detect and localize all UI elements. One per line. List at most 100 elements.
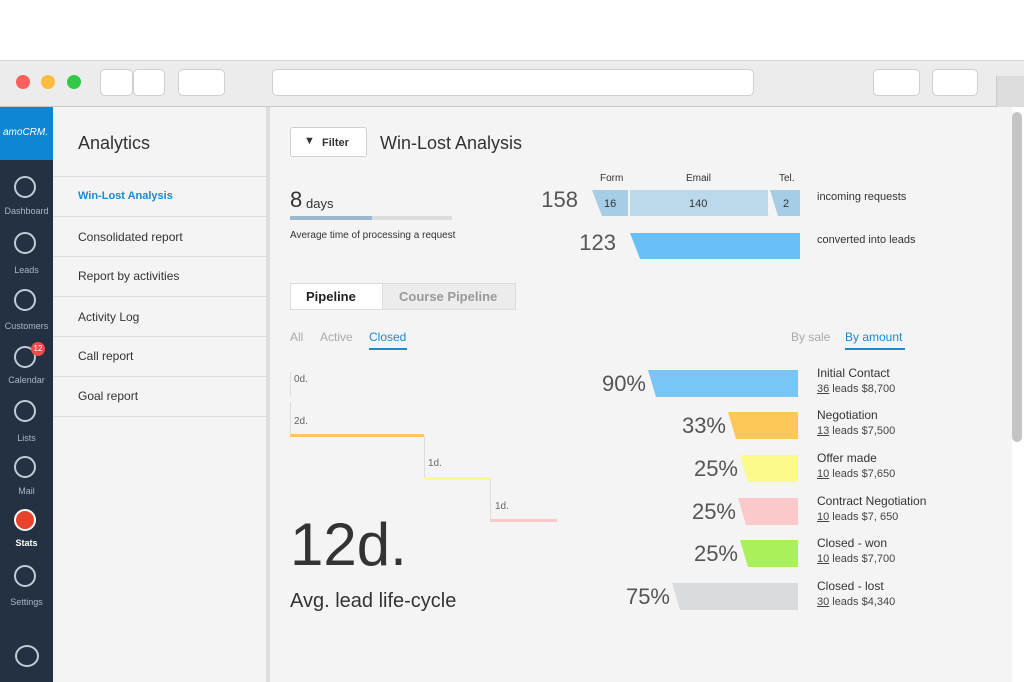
close-button[interactable] xyxy=(16,75,30,89)
stage-leads[interactable]: 13 xyxy=(817,425,830,437)
stage-percent: 25% xyxy=(691,499,736,524)
stage-percent: 25% xyxy=(693,456,738,481)
sort-option[interactable]: By sale xyxy=(791,330,831,344)
stage-name: Contract Negotiation xyxy=(817,494,927,508)
separator xyxy=(53,296,266,297)
nav-icon[interactable] xyxy=(14,289,36,311)
stage-amount: leads $4,340 xyxy=(832,596,896,608)
duration: 1d. xyxy=(495,501,509,512)
stage-detail: 10 leads $7,650 xyxy=(817,469,895,480)
maximize-button[interactable] xyxy=(67,75,81,89)
scrollbar[interactable] xyxy=(1012,112,1022,442)
filter-option[interactable]: Closed xyxy=(369,330,407,344)
minimize-button[interactable] xyxy=(41,75,55,89)
tab-active[interactable] xyxy=(290,283,383,310)
nav-icon[interactable] xyxy=(14,565,36,587)
stage-bar xyxy=(740,540,798,567)
tabs-button[interactable] xyxy=(932,69,978,96)
step-line xyxy=(290,402,291,435)
nav-icon[interactable] xyxy=(14,176,36,198)
stage-leads[interactable]: 36 xyxy=(817,383,830,395)
nav-icon[interactable] xyxy=(14,400,36,422)
lifecycle-label: Avg. lead life-cycle xyxy=(290,590,457,612)
separator xyxy=(53,176,266,177)
converted-bar xyxy=(630,233,800,259)
step-line xyxy=(490,479,491,520)
filter-label[interactable]: Filter xyxy=(322,137,349,149)
filter-underline xyxy=(369,348,407,350)
filter-icon: ▼ xyxy=(304,135,315,147)
stage-amount: leads $7, 650 xyxy=(832,511,899,523)
tab[interactable]: Pipeline xyxy=(306,289,356,304)
stage-name: Closed - lost xyxy=(817,579,884,593)
step-line xyxy=(424,436,425,478)
stage-bar xyxy=(728,412,798,439)
nav-label[interactable]: Mail xyxy=(18,486,35,496)
logo: amoCRM. xyxy=(3,127,49,138)
stage-name: Closed - won xyxy=(817,536,888,550)
stage-amount: leads $7,700 xyxy=(832,553,896,565)
stage-bar xyxy=(738,498,798,525)
back-button[interactable] xyxy=(100,69,133,96)
nav-label[interactable]: Calendar xyxy=(8,375,45,385)
stage-leads[interactable]: 10 xyxy=(817,553,830,565)
stage-leads[interactable]: 10 xyxy=(817,511,830,523)
subnav-item[interactable]: Consolidated report xyxy=(78,230,183,244)
separator xyxy=(53,376,266,377)
stage-detail: 10 leads $7, 650 xyxy=(817,512,898,523)
logo-block[interactable] xyxy=(0,107,53,160)
subnav xyxy=(53,107,266,682)
separator xyxy=(53,256,266,257)
incoming-value: 158 xyxy=(541,187,578,212)
separator xyxy=(53,416,266,417)
nav-label[interactable]: Stats xyxy=(15,538,38,548)
separator xyxy=(53,336,266,337)
source-value: 2 xyxy=(783,198,790,210)
processing-value: 8 xyxy=(290,187,303,212)
nav-icon[interactable] xyxy=(14,346,36,368)
subnav-item[interactable]: Call report xyxy=(78,349,134,363)
subnav-item[interactable]: Win-Lost Analysis xyxy=(78,190,173,202)
chat-icon[interactable] xyxy=(15,645,39,667)
sidebar-button[interactable] xyxy=(178,69,225,96)
subnav-item[interactable]: Activity Log xyxy=(78,310,140,324)
nav-label[interactable]: Lists xyxy=(17,433,36,443)
new-tab-button[interactable] xyxy=(996,76,1024,107)
stage-leads[interactable]: 10 xyxy=(817,468,830,480)
duration: 1d. xyxy=(428,458,442,469)
stage-percent: 25% xyxy=(693,541,738,566)
stage-name: Offer made xyxy=(817,451,877,465)
stage-bar xyxy=(648,370,798,397)
stage-bar xyxy=(740,455,798,482)
share-button[interactable] xyxy=(873,69,920,96)
url-field[interactable] xyxy=(272,69,754,96)
forward-button[interactable] xyxy=(133,69,165,96)
source-name: Form xyxy=(600,173,624,184)
nav-label[interactable]: Dashboard xyxy=(4,206,49,216)
stage-detail: 30 leads $4,340 xyxy=(817,597,895,608)
sort-option[interactable]: By amount xyxy=(845,330,903,344)
nav-label[interactable]: Settings xyxy=(10,597,43,607)
source-bar xyxy=(630,190,768,216)
subnav-item[interactable]: Goal report xyxy=(78,389,139,403)
stage-detail: 10 leads $7,700 xyxy=(817,554,895,565)
nav-icon[interactable] xyxy=(14,456,36,478)
source-name: Tel. xyxy=(779,173,795,184)
filter-option[interactable]: Active xyxy=(320,330,353,344)
subnav-item[interactable]: Report by activities xyxy=(78,269,180,283)
tab[interactable]: Course Pipeline xyxy=(399,289,498,304)
filter-option[interactable]: All xyxy=(290,330,304,344)
processing-caption: Average time of processing a request xyxy=(290,230,456,241)
nav-label[interactable]: Customers xyxy=(4,321,49,331)
nav-icon[interactable] xyxy=(14,232,36,254)
nav-label[interactable]: Leads xyxy=(14,265,39,275)
page-title: Win-Lost Analysis xyxy=(380,133,523,153)
stage-leads[interactable]: 30 xyxy=(817,596,830,608)
filter-button[interactable] xyxy=(290,127,367,157)
stage-amount: leads $7,650 xyxy=(832,468,896,480)
divider xyxy=(266,107,270,682)
step-line xyxy=(290,434,424,437)
nav-icon[interactable] xyxy=(14,509,36,531)
stage-amount: leads $8,700 xyxy=(832,383,896,395)
